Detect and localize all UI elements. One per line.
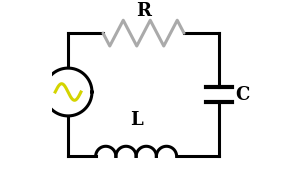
Text: C: C — [236, 86, 250, 104]
Text: L: L — [130, 111, 143, 129]
Text: R: R — [136, 2, 151, 20]
